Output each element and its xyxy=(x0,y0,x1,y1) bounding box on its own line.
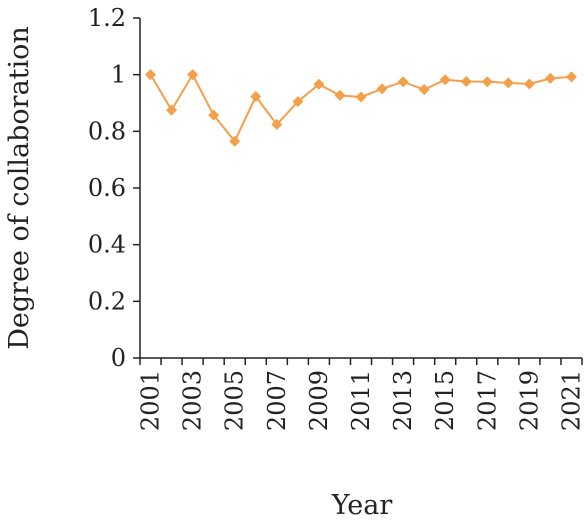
data-point xyxy=(418,84,430,96)
x-tick-label: 2011 xyxy=(347,370,375,431)
data-point xyxy=(502,77,514,89)
data-point xyxy=(334,89,346,101)
data-point xyxy=(271,119,283,131)
x-tick-label: 2021 xyxy=(557,370,584,431)
data-point xyxy=(460,75,472,87)
y-axis-title: Degree of collaboration xyxy=(4,26,35,350)
y-tick-label: 0.2 xyxy=(88,287,126,315)
data-point xyxy=(166,104,178,116)
y-tick-label: 0.6 xyxy=(88,174,126,202)
data-point xyxy=(355,91,367,103)
x-axis: 2001 2003 2005 2007 2009 2011 2013 2015 2017 2019… xyxy=(137,357,584,431)
y-axis: 0 0.2 0.4 0.6 0.8 1 1.2 xyxy=(88,4,141,372)
data-point xyxy=(439,74,451,86)
y-tick-label: 1.2 xyxy=(88,4,126,32)
y-tick-label: 0.4 xyxy=(88,231,126,259)
x-tick-label: 2019 xyxy=(515,370,543,431)
x-tick-label: 2005 xyxy=(221,370,249,431)
x-tick-label: 2003 xyxy=(179,370,207,431)
y-tick-label: 1 xyxy=(111,61,126,89)
data-point xyxy=(250,90,262,102)
data-point xyxy=(397,76,409,88)
x-axis-title: Year xyxy=(331,490,393,521)
data-point xyxy=(292,96,304,108)
x-tick-label: 2009 xyxy=(305,370,333,431)
data-point xyxy=(523,78,535,90)
x-tick-label: 2017 xyxy=(473,370,501,431)
x-tick-label: 2013 xyxy=(389,370,417,431)
data-point xyxy=(376,83,388,95)
x-tick-label: 2015 xyxy=(431,370,459,431)
data-point xyxy=(544,72,556,84)
data-point xyxy=(481,76,493,88)
x-tick-label: 2001 xyxy=(137,370,165,431)
y-tick-label: 0 xyxy=(111,344,126,372)
x-tick-label: 2007 xyxy=(263,370,291,431)
y-tick-label: 0.8 xyxy=(88,117,126,145)
data-point xyxy=(313,78,325,90)
data-point xyxy=(208,109,220,121)
series-layer xyxy=(145,69,577,147)
data-point xyxy=(145,69,157,81)
data-point xyxy=(187,69,199,81)
data-point xyxy=(229,135,241,147)
data-point xyxy=(565,71,577,83)
